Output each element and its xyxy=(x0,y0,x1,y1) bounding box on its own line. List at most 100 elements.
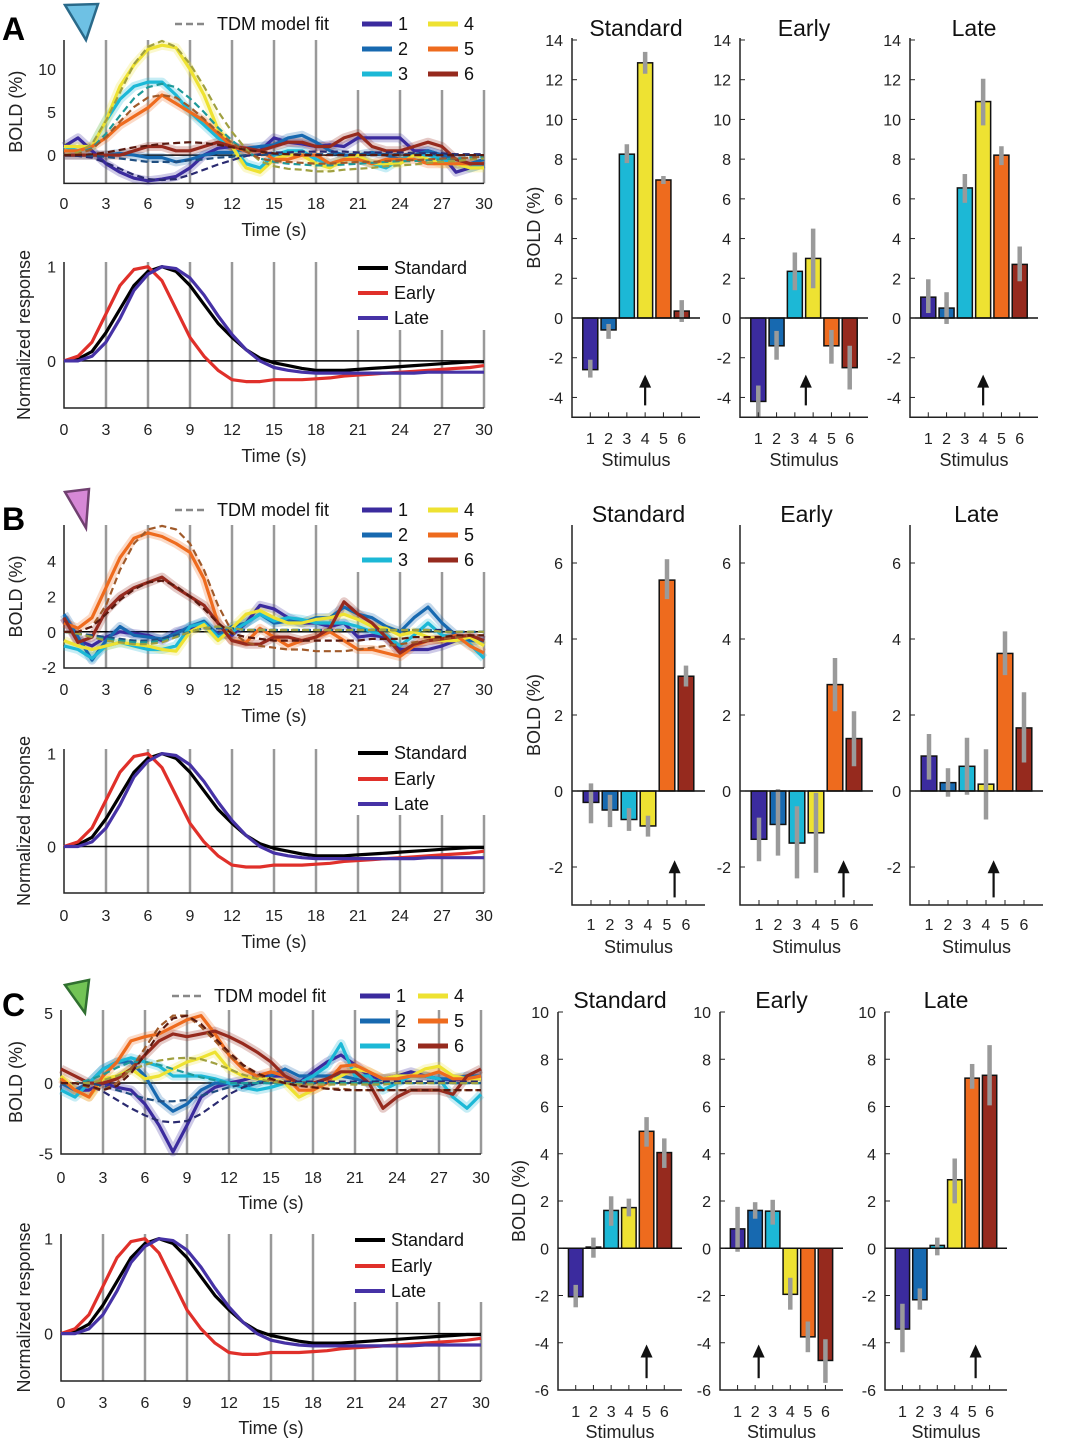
legend-label-6: 6 xyxy=(464,64,474,84)
x-tick-label: 3 xyxy=(102,196,111,213)
timecourse-legend xyxy=(175,21,458,77)
y-tick-label: -2 xyxy=(717,351,731,368)
y-axis-label: BOLD (%) xyxy=(6,1041,26,1123)
x-tick-label: 5 xyxy=(803,1404,812,1421)
y-tick-label: 4 xyxy=(554,232,563,249)
legend-label-early: Early xyxy=(394,283,435,303)
normalized-response-chart xyxy=(63,262,486,409)
legend-label-3: 3 xyxy=(398,550,408,570)
x-tick-label: 9 xyxy=(186,908,195,925)
y-tick-label: 5 xyxy=(47,105,56,122)
bar-chart-late xyxy=(909,38,1038,419)
series-3-model-fit xyxy=(63,82,485,167)
y-tick-label: -6 xyxy=(862,1383,876,1400)
legend-label-late: Late xyxy=(394,308,429,328)
x-tick-label: 18 xyxy=(307,682,325,699)
y-tick-label: 2 xyxy=(554,708,563,725)
x-tick-label: 3 xyxy=(102,908,111,925)
bar-chart-early xyxy=(719,1011,843,1391)
arrow-head xyxy=(977,374,990,388)
x-tick-label: 3 xyxy=(99,1170,108,1187)
y-tick-label: 8 xyxy=(540,1052,549,1069)
y-axis-label: BOLD (%) xyxy=(524,187,544,269)
normalized-late-line xyxy=(61,1237,481,1348)
x-tick-label: 0 xyxy=(60,422,69,439)
x-tick-label: 6 xyxy=(144,422,153,439)
normalized-response-chart xyxy=(60,1234,483,1382)
x-tick-label: 4 xyxy=(644,917,653,934)
y-axis-label: BOLD (%) xyxy=(6,555,26,637)
bar-stimulus-4 xyxy=(636,62,654,319)
y-tick-label: -4 xyxy=(862,1336,876,1353)
timecourse-chart xyxy=(57,993,485,1157)
y-tick-label: 8 xyxy=(892,152,901,169)
chart-title: Standard xyxy=(592,501,685,527)
x-tick-label: 9 xyxy=(186,682,195,699)
x-tick-label: 6 xyxy=(985,1404,994,1421)
x-tick-label: 3 xyxy=(99,1395,108,1412)
y-tick-label: 10 xyxy=(531,1005,549,1022)
timecourse-legend xyxy=(175,507,458,563)
x-tick-label: 1 xyxy=(586,431,595,448)
axes xyxy=(60,1234,481,1382)
y-axis-label: Normalized response xyxy=(14,736,34,906)
y-tick-label: 0 xyxy=(892,311,901,328)
normalized-response-chart xyxy=(63,749,486,894)
x-tick-label: 1 xyxy=(733,1404,742,1421)
y-tick-label: 0 xyxy=(47,148,56,165)
legend-label-standard: Standard xyxy=(394,743,467,763)
arrow-head xyxy=(837,860,850,874)
x-tick-label: 3 xyxy=(102,682,111,699)
series-5-model-fit xyxy=(63,93,485,165)
x-tick-label: 6 xyxy=(821,1404,830,1421)
x-tick-label: 4 xyxy=(812,917,821,934)
y-tick-label: 0 xyxy=(47,354,56,371)
legend-label-standard: Standard xyxy=(394,258,467,278)
x-tick-label: 15 xyxy=(265,908,283,925)
y-tick-label: 2 xyxy=(722,271,731,288)
bar-stimulus-4 xyxy=(974,100,992,319)
x-tick-label: 27 xyxy=(430,1395,448,1412)
y-tick-label: 4 xyxy=(892,232,901,249)
x-tick-label: 30 xyxy=(475,196,493,213)
y-tick-label: 8 xyxy=(702,1052,711,1069)
x-tick-label: 27 xyxy=(430,1170,448,1187)
chart-title: Late xyxy=(924,987,969,1013)
y-tick-label: 6 xyxy=(722,192,731,209)
y-tick-label: 0 xyxy=(702,1241,711,1258)
x-tick-label: 15 xyxy=(265,682,283,699)
y-tick-label: -4 xyxy=(717,390,731,407)
triangle-marker-icon xyxy=(62,487,91,533)
legend-label-2: 2 xyxy=(398,525,408,545)
x-axis-label: Stimulus xyxy=(769,450,838,470)
y-tick-label: 6 xyxy=(702,1100,711,1117)
timecourse-chart xyxy=(60,507,488,669)
x-tick-label: 21 xyxy=(346,1170,364,1187)
bar-stimulus-5 xyxy=(638,1130,655,1250)
normalized-late-line xyxy=(64,265,484,375)
y-tick-label: 1 xyxy=(44,1232,53,1249)
x-tick-label: 27 xyxy=(433,682,451,699)
y-tick-label: 6 xyxy=(892,192,901,209)
x-tick-label: 1 xyxy=(755,917,764,934)
chart-title: Early xyxy=(780,501,833,527)
y-tick-label: 4 xyxy=(702,1147,711,1164)
bar-stimulus-5 xyxy=(655,179,672,319)
x-axis-label: Time (s) xyxy=(241,932,306,952)
x-tick-label: 4 xyxy=(624,1404,633,1421)
x-tick-label: 6 xyxy=(141,1395,150,1412)
x-tick-label: 0 xyxy=(57,1170,66,1187)
y-tick-label: 6 xyxy=(554,192,563,209)
timecourse-legend xyxy=(172,993,448,1049)
y-tick-label: 5 xyxy=(44,1006,53,1023)
x-tick-label: 1 xyxy=(925,917,934,934)
legend-label-2: 2 xyxy=(396,1011,406,1031)
y-tick-label: 2 xyxy=(540,1194,549,1211)
x-tick-label: 27 xyxy=(433,908,451,925)
series-4-model-fit xyxy=(63,39,485,173)
series-2-line xyxy=(62,605,484,662)
bar-chart-late xyxy=(884,1011,1007,1391)
normalized-early-line xyxy=(63,751,485,869)
y-tick-label: 4 xyxy=(47,554,56,571)
y-tick-label: 10 xyxy=(693,1005,711,1022)
